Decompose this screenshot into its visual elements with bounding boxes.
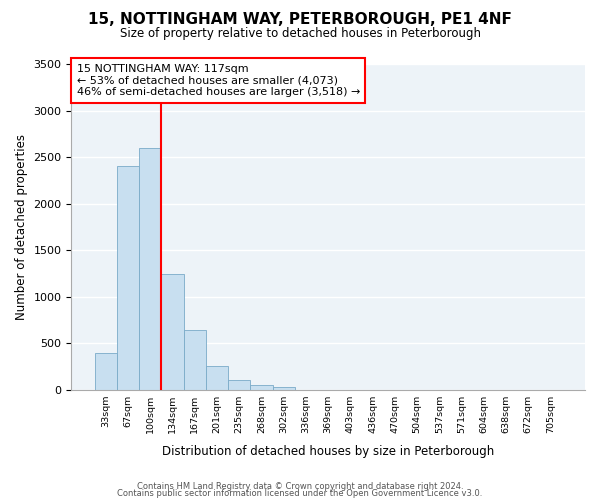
Text: 15, NOTTINGHAM WAY, PETERBOROUGH, PE1 4NF: 15, NOTTINGHAM WAY, PETERBOROUGH, PE1 4N…	[88, 12, 512, 28]
Bar	[139, 148, 161, 390]
Bar	[272, 387, 295, 390]
Y-axis label: Number of detached properties: Number of detached properties	[15, 134, 28, 320]
Bar	[95, 353, 117, 390]
Text: 15 NOTTINGHAM WAY: 117sqm
← 53% of detached houses are smaller (4,073)
46% of se: 15 NOTTINGHAM WAY: 117sqm ← 53% of detac…	[77, 64, 360, 97]
Text: Contains public sector information licensed under the Open Government Licence v3: Contains public sector information licen…	[118, 488, 482, 498]
Bar	[206, 366, 228, 390]
Text: Contains HM Land Registry data © Crown copyright and database right 2024.: Contains HM Land Registry data © Crown c…	[137, 482, 463, 491]
Bar	[250, 386, 272, 390]
X-axis label: Distribution of detached houses by size in Peterborough: Distribution of detached houses by size …	[162, 444, 494, 458]
Bar	[184, 330, 206, 390]
Bar	[161, 274, 184, 390]
Bar	[117, 166, 139, 390]
Text: Size of property relative to detached houses in Peterborough: Size of property relative to detached ho…	[119, 28, 481, 40]
Bar	[228, 380, 250, 390]
